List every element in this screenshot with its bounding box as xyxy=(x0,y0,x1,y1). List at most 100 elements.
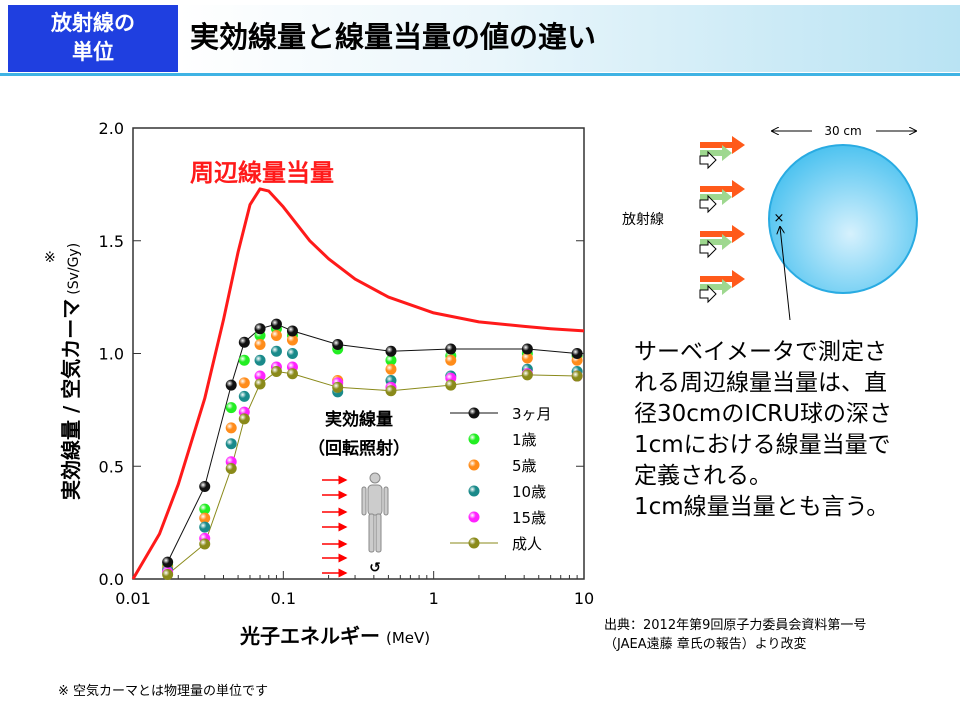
legend-label: 成人 xyxy=(512,535,542,553)
category-line2: 単位 xyxy=(72,40,114,64)
series-line-3ヶ月 xyxy=(167,323,578,563)
source-line: （JAEA遠藤 章氏の報告）より改変 xyxy=(604,637,807,652)
y-axis-unit: (Sv/Gy) xyxy=(66,243,82,295)
description-line: れる周辺線量当量は、直 xyxy=(634,370,887,396)
data-point-成人 xyxy=(270,366,282,378)
y-axis-title: 実効線量 / 空気カーマ xyxy=(59,299,83,500)
y-tick-label: 0.5 xyxy=(99,457,124,476)
footnote: ※ 空気カーマとは物理量の単位です xyxy=(58,684,269,699)
x-axis-label: 光子エネルギー (MeV) xyxy=(239,624,430,648)
data-point-成人 xyxy=(445,379,457,391)
radiation-label: 放射線 xyxy=(622,212,664,228)
data-point-5歳 xyxy=(238,377,250,389)
white-arrow-icon xyxy=(699,284,717,304)
orange-arrow-icon xyxy=(700,180,745,198)
data-point-5歳 xyxy=(521,352,533,364)
green-arrow-icon xyxy=(700,279,732,295)
y-tick-label: 2.0 xyxy=(99,119,124,138)
width-label: 30 cm xyxy=(824,124,861,138)
category-line1: 放射線の xyxy=(51,11,135,35)
description-line: 径30cmのICRU球の深さ xyxy=(634,401,892,427)
radiation-arrows xyxy=(699,136,745,304)
description-text: サーベイメータで測定さ れる周辺線量当量は、直 径30cmのICRU球の深さ 1… xyxy=(634,337,954,523)
legend-label: 1歳 xyxy=(512,431,537,449)
x-tick-label: 0.01 xyxy=(115,589,151,608)
data-point-3ヶ月 xyxy=(225,379,237,391)
data-point-成人 xyxy=(238,413,250,425)
category-badge: 放射線の 単位 xyxy=(8,5,178,72)
data-point-10歳 xyxy=(199,521,211,533)
data-point-15歳 xyxy=(254,370,266,382)
white-arrow-icon xyxy=(699,239,717,259)
data-point-3ヶ月 xyxy=(162,556,174,568)
title-bar xyxy=(178,5,960,72)
data-point-3ヶ月 xyxy=(238,336,250,348)
white-arrow-icon xyxy=(699,194,717,214)
legend-label: 10歳 xyxy=(512,483,546,501)
legend-marker xyxy=(468,407,480,419)
data-point-3ヶ月 xyxy=(332,338,344,350)
data-point-成人 xyxy=(521,369,533,381)
data-point-成人 xyxy=(254,378,266,390)
description-line: 1cm線量当量とも言う。 xyxy=(634,494,890,520)
legend-marker xyxy=(468,433,480,445)
data-point-3ヶ月 xyxy=(254,323,266,335)
data-point-5歳 xyxy=(270,329,282,341)
legend-marker xyxy=(468,511,480,523)
center-label: 実効線量 xyxy=(325,409,393,430)
y-tick-label: 1.5 xyxy=(99,232,124,251)
data-point-1歳 xyxy=(199,503,211,515)
description-line: サーベイメータで測定さ xyxy=(634,339,887,365)
legend-label: 15歳 xyxy=(512,509,546,527)
data-point-成人 xyxy=(332,381,344,393)
data-point-3ヶ月 xyxy=(445,343,457,355)
source-line: 出典：2012年第9回原子力委員会資料第一号 xyxy=(604,618,867,633)
legend-label: 5歳 xyxy=(512,457,537,475)
data-point-成人 xyxy=(571,370,583,382)
data-point-成人 xyxy=(162,568,174,580)
data-point-1歳 xyxy=(238,354,250,366)
data-point-1歳 xyxy=(385,354,397,366)
red-curve-label: 周辺線量当量 xyxy=(190,159,334,187)
legend-marker xyxy=(468,485,480,497)
data-point-5歳 xyxy=(445,354,457,366)
data-point-5歳 xyxy=(199,512,211,524)
data-point-3ヶ月 xyxy=(199,481,211,493)
x-tick-label: 0.1 xyxy=(271,589,296,608)
ambient-dose-equivalent-curve xyxy=(131,187,585,580)
white-arrow-icon xyxy=(699,150,717,170)
green-arrow-icon xyxy=(700,234,732,250)
data-point-10歳 xyxy=(254,354,266,366)
data-point-5歳 xyxy=(225,422,237,434)
data-point-成人 xyxy=(286,368,298,380)
data-point-3ヶ月 xyxy=(270,318,282,330)
page-title: 実効線量と線量当量の値の違い xyxy=(190,20,597,54)
description-line: 1cmにおける線量当量で xyxy=(634,432,891,458)
x-axis-unit: (MeV) xyxy=(386,629,430,647)
human-figure-icon xyxy=(361,472,389,553)
green-arrow-icon xyxy=(700,145,732,161)
data-point-3ヶ月 xyxy=(571,348,583,359)
description-line: 定義される。 xyxy=(634,463,772,489)
rotation-icon: ↺ xyxy=(369,560,381,576)
data-point-10歳 xyxy=(270,345,282,357)
data-point-5歳 xyxy=(385,363,397,375)
x-tick-label: 1 xyxy=(429,589,439,608)
data-point-10歳 xyxy=(225,438,237,450)
orange-arrow-icon xyxy=(700,270,745,288)
data-point-3ヶ月 xyxy=(385,345,397,357)
green-arrow-icon xyxy=(700,189,732,205)
orange-arrow-icon xyxy=(700,225,745,243)
series-line-成人 xyxy=(167,370,578,575)
data-point-成人 xyxy=(225,463,237,475)
pointer-line xyxy=(780,227,791,321)
center-label-2: （回転照射） xyxy=(308,438,410,459)
rotational-irradiation-arrows xyxy=(322,475,348,578)
source-citation: 出典：2012年第9回原子力委員会資料第一号 （JAEA遠藤 章氏の報告）より改… xyxy=(604,616,866,654)
orange-arrow-icon xyxy=(700,136,745,154)
legend-marker xyxy=(468,459,480,471)
y-tick-label: 1.0 xyxy=(99,345,124,364)
measurement-point-icon: × xyxy=(774,211,785,226)
y-axis-note-mark: ※ xyxy=(44,250,56,266)
